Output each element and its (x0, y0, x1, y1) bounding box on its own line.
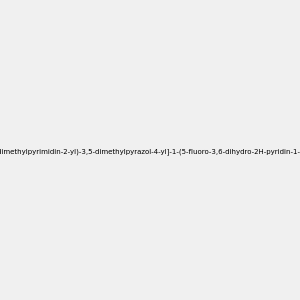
Text: 2-[1-(4,6-dimethylpyrimidin-2-yl)-3,5-dimethylpyrazol-4-yl]-1-(5-fluoro-3,6-dihy: 2-[1-(4,6-dimethylpyrimidin-2-yl)-3,5-di… (0, 148, 300, 155)
